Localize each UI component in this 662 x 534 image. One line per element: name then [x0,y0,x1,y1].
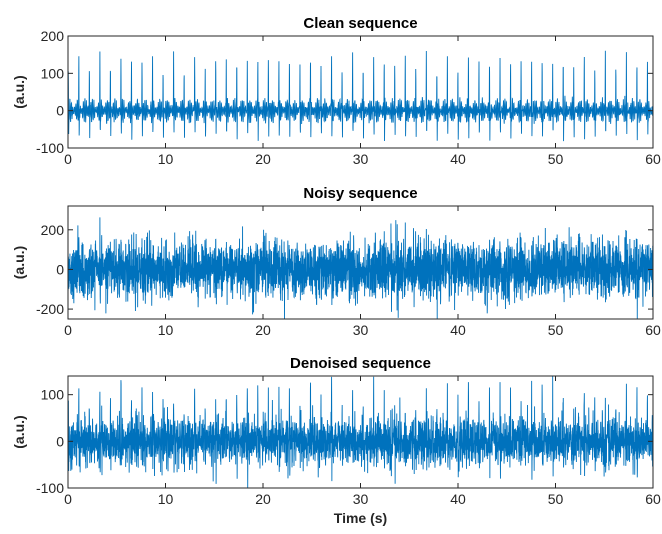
axes-frame [67,35,654,149]
x-tick-label: 40 [450,322,466,338]
x-tick-label: 0 [64,491,72,507]
y-axis-label: (a.u.) [11,75,27,108]
x-tick-label: 40 [450,491,466,507]
x-tick-label: 30 [353,151,369,167]
chart-title: Denoised sequence [290,355,431,372]
x-tick-label: 40 [450,151,466,167]
y-tick-label: 200 [41,28,65,44]
x-tick-label: 10 [158,491,174,507]
y-tick-label: 200 [41,222,65,238]
x-axis-label: Time (s) [334,510,387,526]
y-tick-label: 0 [56,433,64,449]
series-line [68,217,653,319]
x-tick-label: 60 [645,322,661,338]
x-tick-label: 20 [255,491,271,507]
x-tick-label: 60 [645,491,661,507]
y-axis-label: (a.u.) [11,246,27,279]
x-tick-label: 30 [353,491,369,507]
x-tick-label: 10 [158,151,174,167]
x-tick-label: 60 [645,151,661,167]
y-tick-label: 0 [56,103,64,119]
y-axis-label: (a.u.) [11,415,27,448]
x-tick-label: 20 [255,322,271,338]
y-tick-label: -100 [36,480,64,496]
chart-title: Clean sequence [303,15,417,32]
x-tick-label: 50 [548,491,564,507]
x-tick-label: 30 [353,322,369,338]
x-tick-label: 10 [158,322,174,338]
y-tick-label: -200 [36,301,64,317]
chart-title: Noisy sequence [303,185,417,202]
x-tick-label: 0 [64,151,72,167]
y-tick-label: -100 [36,140,64,156]
x-tick-label: 50 [548,322,564,338]
y-tick-label: 100 [41,65,65,81]
y-tick-label: 100 [41,387,65,403]
x-tick-label: 50 [548,151,564,167]
x-tick-label: 0 [64,322,72,338]
series-line [68,376,653,488]
y-tick-label: 0 [56,261,64,277]
series-line [68,50,653,142]
x-tick-label: 20 [255,151,271,167]
